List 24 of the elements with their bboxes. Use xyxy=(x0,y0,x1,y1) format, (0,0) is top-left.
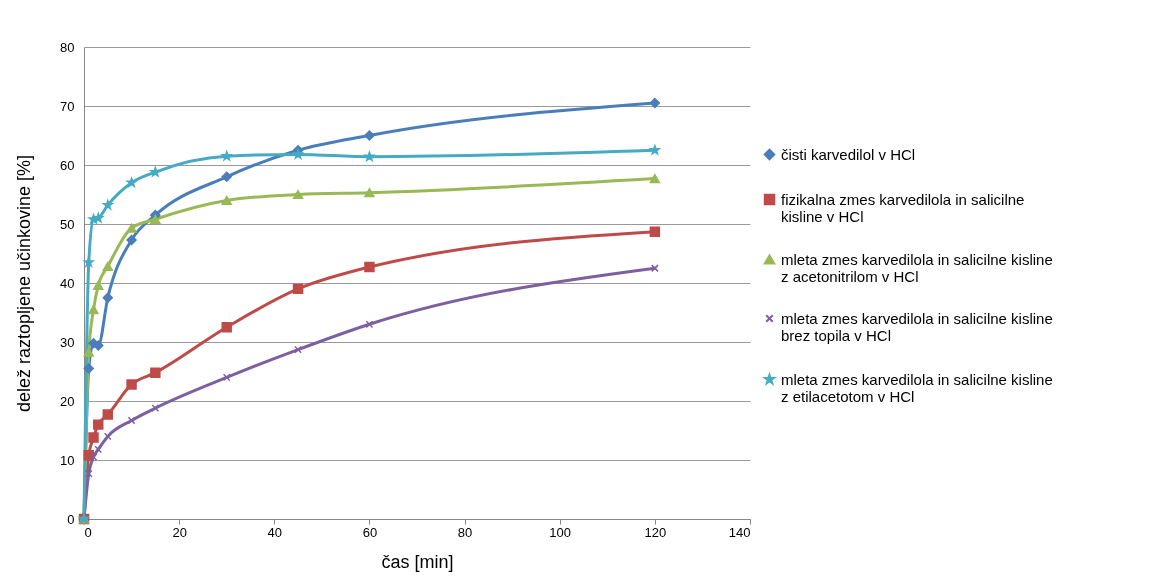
y-tick-label: 70 xyxy=(60,98,75,114)
x-tick-label: 40 xyxy=(267,524,283,540)
y-tick-label: 10 xyxy=(60,452,75,468)
legend-label: mleta zmes karvedilola in salicilne kisline brez topila v HCl xyxy=(781,309,1053,344)
legend-label: mleta zmes karvedilola in salicilne kisline z acetonitrilom v HCl xyxy=(781,250,1053,285)
legend-label: fizikalna zmes karvedilola in salicilne kisline v HCl xyxy=(781,190,1025,225)
y-tick-label: 0 xyxy=(67,511,75,527)
y-tick-label: 40 xyxy=(60,275,75,291)
y-tick-label: 80 xyxy=(60,39,75,55)
x-tick-label: 20 xyxy=(172,524,187,540)
x-tick-label: 80 xyxy=(457,524,473,540)
legend-label: mleta zmes karvedilola in salicilne kisline z etilacetotom v HCl xyxy=(781,370,1053,405)
legend-label: čisti karvedilol v HCl xyxy=(781,145,916,163)
x-tick-label: 0 xyxy=(84,524,92,540)
x-tick-label: 140 xyxy=(728,524,751,540)
y-tick-label: 50 xyxy=(60,216,75,232)
x-axis-title: čas [min] xyxy=(381,551,454,572)
y-axis-title: delež raztopljene učinkovine [%] xyxy=(14,154,35,413)
x-tick-label: 60 xyxy=(362,524,378,540)
y-tick-label: 20 xyxy=(60,393,75,409)
x-tick-label: 120 xyxy=(644,524,667,540)
y-tick-label: 60 xyxy=(60,157,75,173)
x-tick-label: 100 xyxy=(549,524,572,540)
y-tick-label: 30 xyxy=(60,334,75,350)
